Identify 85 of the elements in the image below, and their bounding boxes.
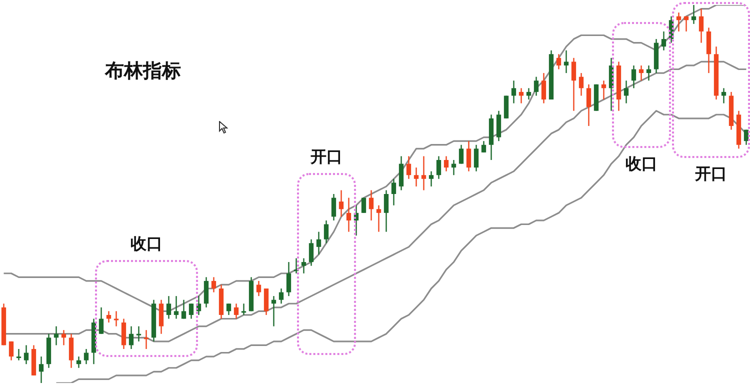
candlestick bbox=[406, 156, 412, 180]
candlestick bbox=[256, 280, 262, 297]
candlestick bbox=[504, 95, 509, 119]
candlestick bbox=[144, 329, 149, 350]
candlestick bbox=[68, 333, 74, 368]
candlestick bbox=[496, 110, 502, 142]
candlestick bbox=[128, 326, 134, 350]
candlestick bbox=[398, 156, 404, 191]
candlestick bbox=[631, 64, 636, 89]
candlestick bbox=[204, 276, 209, 308]
candlestick bbox=[436, 156, 442, 180]
candlestick bbox=[181, 299, 186, 320]
candlestick bbox=[526, 88, 532, 100]
candlestick bbox=[451, 159, 456, 176]
candlestick bbox=[158, 299, 164, 334]
candlestick bbox=[308, 238, 314, 266]
candlestick bbox=[414, 166, 419, 188]
candlestick bbox=[428, 170, 434, 188]
candlestick bbox=[706, 27, 712, 74]
candlestick bbox=[166, 295, 172, 320]
candlestick bbox=[98, 306, 104, 334]
candlestick bbox=[481, 140, 486, 154]
candlestick bbox=[511, 80, 516, 104]
candlestick bbox=[338, 190, 344, 218]
candlestick bbox=[646, 64, 652, 82]
candlestick bbox=[331, 193, 336, 222]
candlestick bbox=[301, 258, 306, 274]
candlestick bbox=[346, 197, 352, 232]
candlestick bbox=[534, 76, 539, 96]
candlestick bbox=[278, 288, 284, 304]
candlestick bbox=[54, 326, 59, 346]
candlestick bbox=[264, 288, 269, 316]
candlestick bbox=[676, 12, 682, 32]
candlestick bbox=[376, 204, 382, 232]
candlestick bbox=[541, 72, 546, 104]
candlestick bbox=[571, 57, 576, 112]
candlestick bbox=[556, 54, 562, 70]
candlestick bbox=[226, 303, 232, 316]
candlestick bbox=[211, 276, 216, 293]
annotation: 收口 bbox=[625, 154, 658, 175]
candlestick bbox=[474, 144, 479, 172]
candlestick bbox=[121, 318, 126, 350]
annotation: 开口 bbox=[310, 147, 342, 168]
candlestick bbox=[458, 144, 464, 164]
candlestick bbox=[684, 16, 689, 32]
candlestick bbox=[661, 30, 666, 51]
candlestick bbox=[721, 88, 726, 104]
candlestick bbox=[16, 348, 22, 361]
candlestick bbox=[421, 156, 426, 191]
candlestick bbox=[518, 88, 524, 104]
annotation: 开口 bbox=[695, 164, 727, 185]
candlestick bbox=[188, 303, 194, 320]
candlestick bbox=[466, 140, 472, 172]
candlestick bbox=[114, 310, 119, 327]
candlestick bbox=[271, 295, 276, 327]
candlestick bbox=[24, 344, 29, 365]
candlestick bbox=[368, 190, 374, 222]
candlestick bbox=[76, 356, 82, 368]
candlestick bbox=[361, 197, 366, 214]
candlestick bbox=[8, 340, 14, 361]
candlestick bbox=[744, 129, 749, 146]
candlestick bbox=[638, 64, 644, 82]
candlestick bbox=[586, 84, 592, 127]
candlestick bbox=[444, 156, 449, 172]
candlestick bbox=[384, 190, 389, 232]
candlestick bbox=[174, 295, 179, 320]
candlestick bbox=[324, 220, 329, 244]
candlestick bbox=[136, 326, 142, 342]
candlestick bbox=[84, 348, 89, 365]
candlestick bbox=[624, 80, 629, 104]
candlestick bbox=[61, 329, 66, 346]
candlestick bbox=[691, 4, 696, 24]
candlestick bbox=[38, 356, 44, 384]
candlestick bbox=[601, 80, 606, 100]
candlestick bbox=[316, 231, 322, 256]
candlestick bbox=[106, 310, 112, 324]
candlestick bbox=[578, 72, 584, 96]
candlestick bbox=[234, 303, 239, 320]
text: 布林指标 bbox=[105, 59, 181, 84]
annotation: 收口 bbox=[130, 234, 162, 255]
candlestick bbox=[241, 303, 246, 316]
candlestick bbox=[564, 50, 569, 74]
candlestick bbox=[391, 178, 396, 206]
candlestick bbox=[698, 8, 704, 44]
candlestick bbox=[286, 261, 292, 297]
